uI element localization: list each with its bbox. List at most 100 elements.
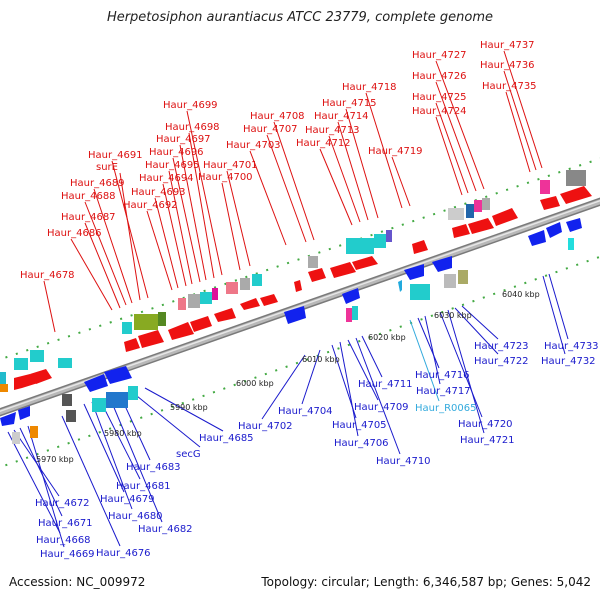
gene-label[interactable]: Haur_4703 <box>226 140 281 151</box>
gene-label[interactable]: Haur_4676 <box>96 548 151 559</box>
gene-arrow[interactable] <box>492 208 518 226</box>
gene-label[interactable]: Haur_4704 <box>278 406 333 417</box>
gene-arrow[interactable] <box>104 366 132 384</box>
gene-label[interactable]: surE <box>96 162 118 173</box>
gene-label[interactable]: Haur_4668 <box>36 535 91 546</box>
gene-label[interactable]: Haur_4682 <box>138 524 193 535</box>
gene-label[interactable]: Haur_4720 <box>458 419 513 430</box>
gene-label[interactable]: Haur_4669 <box>40 549 95 560</box>
gene-block[interactable] <box>352 306 358 320</box>
gene-block[interactable] <box>62 394 72 406</box>
gene-label[interactable]: Haur_4716 <box>415 370 470 381</box>
gene-arrow[interactable] <box>260 294 278 306</box>
gene-block[interactable] <box>0 372 6 384</box>
gene-block[interactable] <box>458 270 468 284</box>
gene-label[interactable]: Haur_4736 <box>480 60 535 71</box>
gene-label[interactable]: Haur_4700 <box>198 172 253 183</box>
gene-block[interactable] <box>568 238 574 250</box>
gene-label[interactable]: Haur_R0065 <box>415 403 477 414</box>
gene-arrow[interactable] <box>0 412 16 426</box>
gene-block[interactable] <box>178 298 186 310</box>
gene-label[interactable]: Haur_4687 <box>61 212 116 223</box>
gene-block[interactable] <box>466 204 474 218</box>
gene-block[interactable] <box>308 256 318 268</box>
gene-label[interactable]: Haur_4678 <box>20 270 75 281</box>
gene-block[interactable] <box>444 274 456 288</box>
gene-arrow[interactable] <box>352 256 378 270</box>
gene-block[interactable] <box>158 312 166 326</box>
gene-block[interactable] <box>240 278 250 290</box>
gene-block[interactable] <box>30 350 44 362</box>
gene-arrow[interactable] <box>432 256 452 272</box>
gene-arrow[interactable] <box>284 306 306 324</box>
gene-block[interactable] <box>482 198 490 210</box>
gene-label[interactable]: Haur_4735 <box>482 81 537 92</box>
gene-label[interactable]: Haur_4694 <box>139 173 194 184</box>
gene-label[interactable]: Haur_4726 <box>412 71 467 82</box>
gene-label[interactable]: Haur_4706 <box>334 438 389 449</box>
gene-block[interactable] <box>410 284 430 300</box>
gene-block[interactable] <box>374 234 386 248</box>
gene-label[interactable]: Haur_4689 <box>70 178 125 189</box>
gene-label[interactable]: Haur_4701 <box>203 160 258 171</box>
gene-arrow[interactable] <box>528 230 546 246</box>
gene-block[interactable] <box>92 398 106 412</box>
gene-arrow[interactable] <box>566 218 582 232</box>
gene-label[interactable]: Haur_4712 <box>296 138 351 149</box>
gene-block[interactable] <box>58 358 72 368</box>
gene-label[interactable]: Haur_4715 <box>322 98 377 109</box>
gene-label[interactable]: Haur_4719 <box>368 146 423 157</box>
gene-label[interactable]: Haur_4732 <box>541 356 596 367</box>
gene-block[interactable] <box>346 238 374 254</box>
gene-block[interactable] <box>66 410 76 422</box>
gene-block[interactable] <box>12 432 20 444</box>
gene-arrow[interactable] <box>560 186 592 204</box>
gene-block[interactable] <box>386 230 392 242</box>
gene-label[interactable]: Haur_4711 <box>358 379 413 390</box>
gene-arrow[interactable] <box>398 280 402 292</box>
gene-block[interactable] <box>212 288 218 300</box>
gene-arrow[interactable] <box>84 374 108 392</box>
gene-block[interactable] <box>200 292 212 304</box>
gene-label[interactable]: Haur_4671 <box>38 518 93 529</box>
gene-arrow[interactable] <box>468 218 494 234</box>
gene-label[interactable]: Haur_4708 <box>250 111 305 122</box>
gene-label[interactable]: Haur_4724 <box>412 106 467 117</box>
gene-label[interactable]: Haur_4679 <box>100 494 155 505</box>
gene-block[interactable] <box>14 358 28 370</box>
gene-label[interactable]: Haur_4672 <box>35 498 90 509</box>
gene-arrow[interactable] <box>30 369 52 384</box>
gene-label[interactable]: Haur_4702 <box>238 421 293 432</box>
gene-label[interactable]: Haur_4697 <box>156 134 211 145</box>
gene-block[interactable] <box>0 384 8 392</box>
gene-label[interactable]: Haur_4710 <box>376 456 431 467</box>
gene-label[interactable]: Haur_4723 <box>474 341 529 352</box>
gene-block[interactable] <box>128 386 138 400</box>
gene-label[interactable]: Haur_4691 <box>88 150 143 161</box>
gene-block[interactable] <box>122 322 132 334</box>
gene-arrow[interactable] <box>308 268 326 282</box>
gene-block[interactable] <box>188 294 200 308</box>
gene-label[interactable]: Haur_4683 <box>126 462 181 473</box>
gene-label[interactable]: Haur_4681 <box>116 481 171 492</box>
gene-arrow[interactable] <box>190 316 212 332</box>
gene-label[interactable]: Haur_4692 <box>123 200 178 211</box>
gene-arrow[interactable] <box>214 308 236 322</box>
gene-label[interactable]: secG <box>176 449 201 460</box>
gene-arrow[interactable] <box>452 224 470 238</box>
gene-block[interactable] <box>30 426 38 438</box>
gene-arrow[interactable] <box>404 264 424 280</box>
gene-label[interactable]: Haur_4705 <box>332 420 387 431</box>
gene-label[interactable]: Haur_4686 <box>47 228 102 239</box>
gene-arrow[interactable] <box>240 298 260 310</box>
gene-block[interactable] <box>226 282 238 294</box>
gene-label[interactable]: Haur_4725 <box>412 92 467 103</box>
gene-block[interactable] <box>566 170 586 186</box>
gene-arrow[interactable] <box>18 406 30 420</box>
gene-arrow[interactable] <box>124 338 140 352</box>
gene-label[interactable]: Haur_4721 <box>460 435 515 446</box>
gene-label[interactable]: Haur_4695 <box>145 160 200 171</box>
gene-label[interactable]: Haur_4718 <box>342 82 397 93</box>
gene-block[interactable] <box>540 180 550 194</box>
gene-label[interactable]: Haur_4688 <box>61 191 116 202</box>
